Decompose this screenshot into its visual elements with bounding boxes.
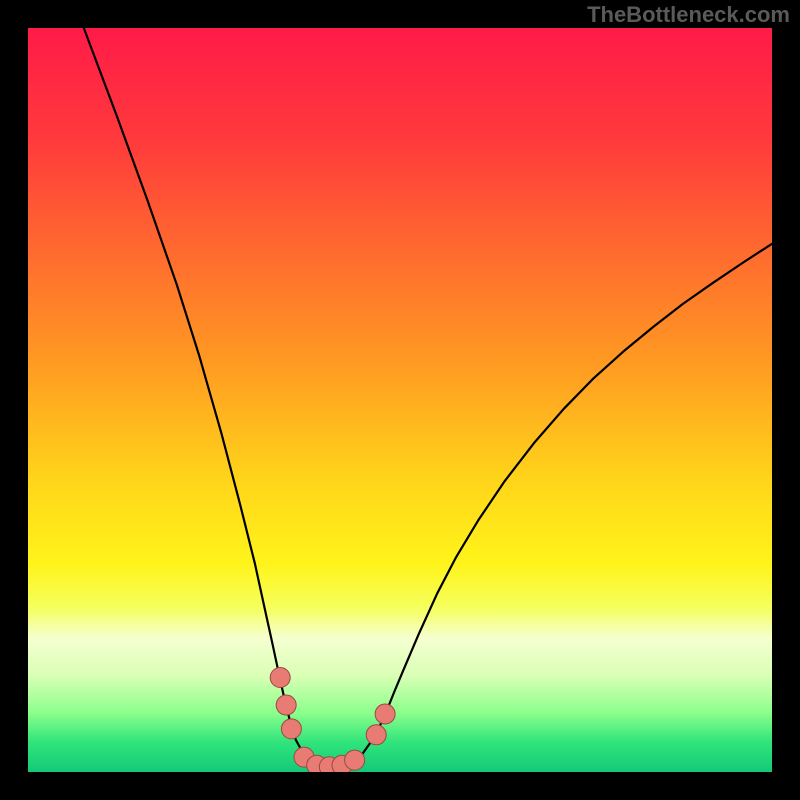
plot-svg — [28, 28, 772, 772]
marker-point — [276, 695, 296, 715]
watermark-text: TheBottleneck.com — [587, 2, 790, 28]
marker-point — [281, 719, 301, 739]
stage: TheBottleneck.com — [0, 0, 800, 800]
gradient-background — [28, 28, 772, 772]
marker-point — [270, 668, 290, 688]
marker-point — [366, 725, 386, 745]
marker-point — [345, 750, 365, 770]
marker-point — [375, 704, 395, 724]
